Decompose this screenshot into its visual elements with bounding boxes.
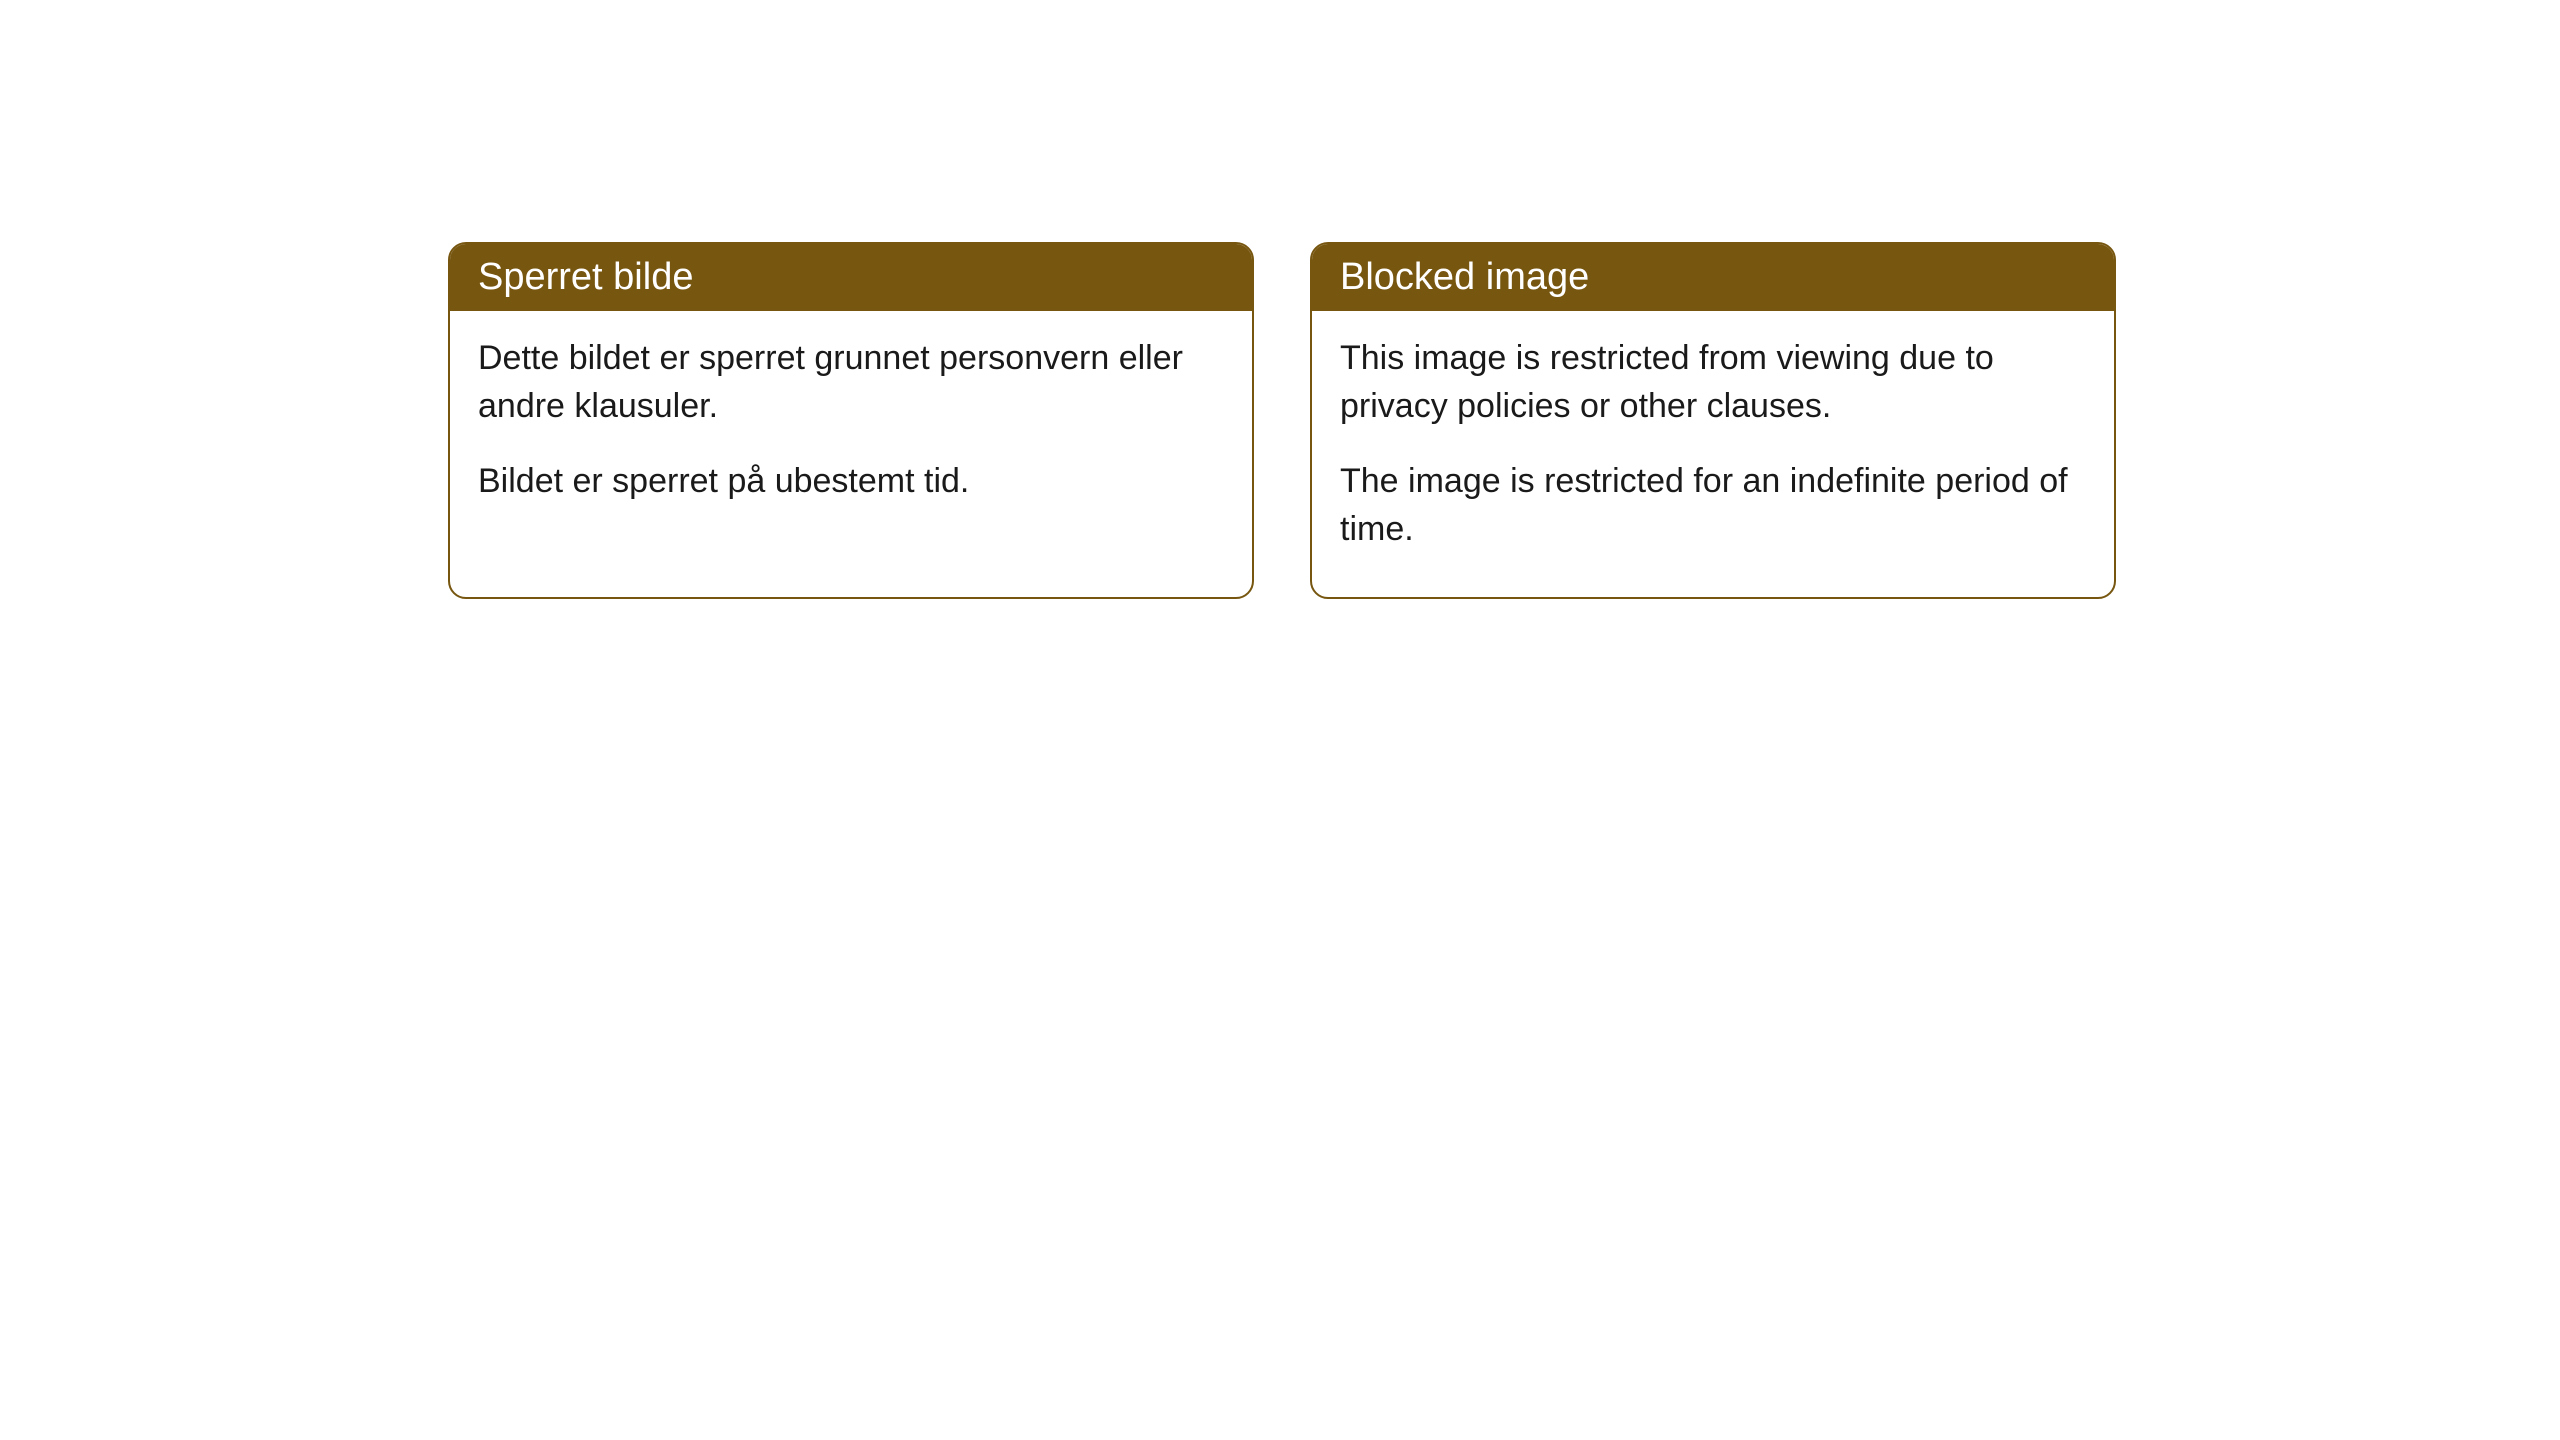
notice-card-english: Blocked image This image is restricted f… xyxy=(1310,242,2116,599)
notice-paragraph: Dette bildet er sperret grunnet personve… xyxy=(478,335,1224,430)
notice-body: Dette bildet er sperret grunnet personve… xyxy=(450,311,1252,550)
notice-title: Blocked image xyxy=(1340,256,1589,298)
notice-paragraph: The image is restricted for an indefinit… xyxy=(1340,458,2086,553)
notice-header: Blocked image xyxy=(1312,244,2114,311)
notice-container: Sperret bilde Dette bildet er sperret gr… xyxy=(448,242,2116,599)
notice-body: This image is restricted from viewing du… xyxy=(1312,311,2114,597)
notice-paragraph: This image is restricted from viewing du… xyxy=(1340,335,2086,430)
notice-title: Sperret bilde xyxy=(478,256,693,298)
notice-paragraph: Bildet er sperret på ubestemt tid. xyxy=(478,458,1224,506)
notice-header: Sperret bilde xyxy=(450,244,1252,311)
notice-card-norwegian: Sperret bilde Dette bildet er sperret gr… xyxy=(448,242,1254,599)
